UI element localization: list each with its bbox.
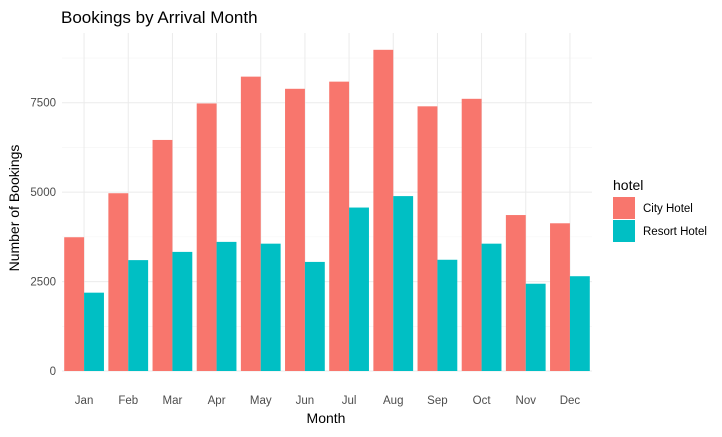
bar-city-hotel-dec <box>550 223 570 371</box>
legend: hotel City Hotel Resort Hotel <box>613 177 707 242</box>
bar-city-hotel-jan <box>64 237 85 371</box>
bar-resort-hotel-aug <box>393 196 414 371</box>
x-tick-label: May <box>250 395 272 407</box>
bar-resort-hotel-jan <box>84 292 104 371</box>
bar-resort-hotel-oct <box>481 243 502 371</box>
bar-city-hotel-jun <box>285 88 305 372</box>
bar-city-hotel-jul <box>329 81 350 372</box>
x-tick-label: Feb <box>118 395 138 407</box>
bar-resort-hotel-jul <box>349 207 369 371</box>
y-tick-label: 5000 <box>30 187 56 199</box>
x-axis-label: Month <box>307 410 346 426</box>
bar-city-hotel-apr <box>196 103 217 372</box>
legend-items: City Hotel Resort Hotel <box>613 197 707 242</box>
legend-title: hotel <box>613 177 643 193</box>
bar-resort-hotel-feb <box>128 260 149 371</box>
chart-title: Bookings by Arrival Month <box>61 8 258 27</box>
x-tick-label: Aug <box>383 395 403 407</box>
bar-resort-hotel-jun <box>304 261 325 371</box>
bar-resort-hotel-apr <box>216 241 237 371</box>
y-tick-label: 0 <box>50 366 56 378</box>
bar-resort-hotel-may <box>260 243 281 371</box>
x-tick-label: Jul <box>342 395 357 407</box>
x-tick-label: Mar <box>163 395 183 407</box>
y-axis-ticks: 0 2500 5000 7500 <box>30 98 56 378</box>
bar-city-hotel-aug <box>373 49 394 372</box>
bar-resort-hotel-sep <box>437 259 458 371</box>
legend-key-city-hotel <box>613 197 635 219</box>
x-tick-label: Oct <box>473 395 492 407</box>
bar-city-hotel-oct <box>461 98 482 371</box>
bar-resort-hotel-mar <box>172 251 193 371</box>
legend-label-resort-hotel: Resort Hotel <box>643 226 707 238</box>
x-tick-label: Sep <box>427 395 447 407</box>
y-axis-label: Number of Bookings <box>6 145 22 272</box>
bars <box>64 49 590 372</box>
legend-key-resort-hotel <box>613 220 635 242</box>
bar-city-hotel-may <box>240 76 261 371</box>
bar-city-hotel-feb <box>108 193 129 371</box>
x-tick-label: Jan <box>75 395 94 407</box>
legend-label-city-hotel: City Hotel <box>643 203 693 215</box>
x-axis-ticks: Jan Feb Mar Apr May Jun Jul Aug Sep Oct Nov Dec <box>75 395 581 407</box>
x-tick-label: Apr <box>208 395 226 407</box>
bar-resort-hotel-dec <box>569 276 590 371</box>
y-tick-label: 2500 <box>30 277 56 289</box>
bar-resort-hotel-nov <box>525 283 546 371</box>
bar-city-hotel-nov <box>505 215 526 371</box>
y-tick-label: 7500 <box>30 98 56 110</box>
x-tick-label: Dec <box>560 395 581 407</box>
x-tick-label: Jun <box>296 395 315 407</box>
bar-city-hotel-sep <box>417 106 438 371</box>
bar-city-hotel-mar <box>152 139 173 371</box>
x-tick-label: Nov <box>516 395 537 407</box>
